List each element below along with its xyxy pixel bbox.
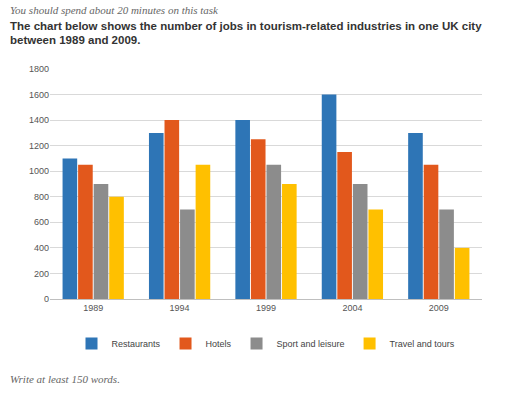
- svg-text:1000: 1000: [29, 166, 49, 176]
- svg-text:2009: 2009: [429, 303, 449, 313]
- html-text:Write at least 150 words.: Write at least 150 words.: [10, 373, 120, 385]
- svg-text:400: 400: [34, 243, 49, 253]
- svg-text:1989: 1989: [83, 303, 103, 313]
- html-text:The chart below shows the numb: The chart below shows the number of jobs…: [10, 20, 482, 46]
- svg-text:1400: 1400: [29, 115, 49, 125]
- svg-text:800: 800: [34, 192, 49, 202]
- svg-text:2004: 2004: [342, 303, 362, 313]
- svg-text:1600: 1600: [29, 90, 49, 100]
- svg-text:Restaurants: Restaurants: [112, 339, 161, 349]
- svg-text:0: 0: [44, 294, 49, 304]
- html-text:You should spend about 20 minu: You should spend about 20 minutes on thi…: [10, 4, 218, 16]
- svg-text:1200: 1200: [29, 141, 49, 151]
- svg-text:Sport and leisure: Sport and leisure: [277, 339, 345, 349]
- svg-text:Hotels: Hotels: [206, 339, 232, 349]
- svg-text:600: 600: [34, 217, 49, 227]
- svg-text:200: 200: [34, 269, 49, 279]
- svg-text:Travel and tours: Travel and tours: [390, 339, 455, 349]
- svg-text:1994: 1994: [170, 303, 190, 313]
- svg-text:1800: 1800: [29, 64, 49, 74]
- svg-text:1999: 1999: [256, 303, 276, 313]
